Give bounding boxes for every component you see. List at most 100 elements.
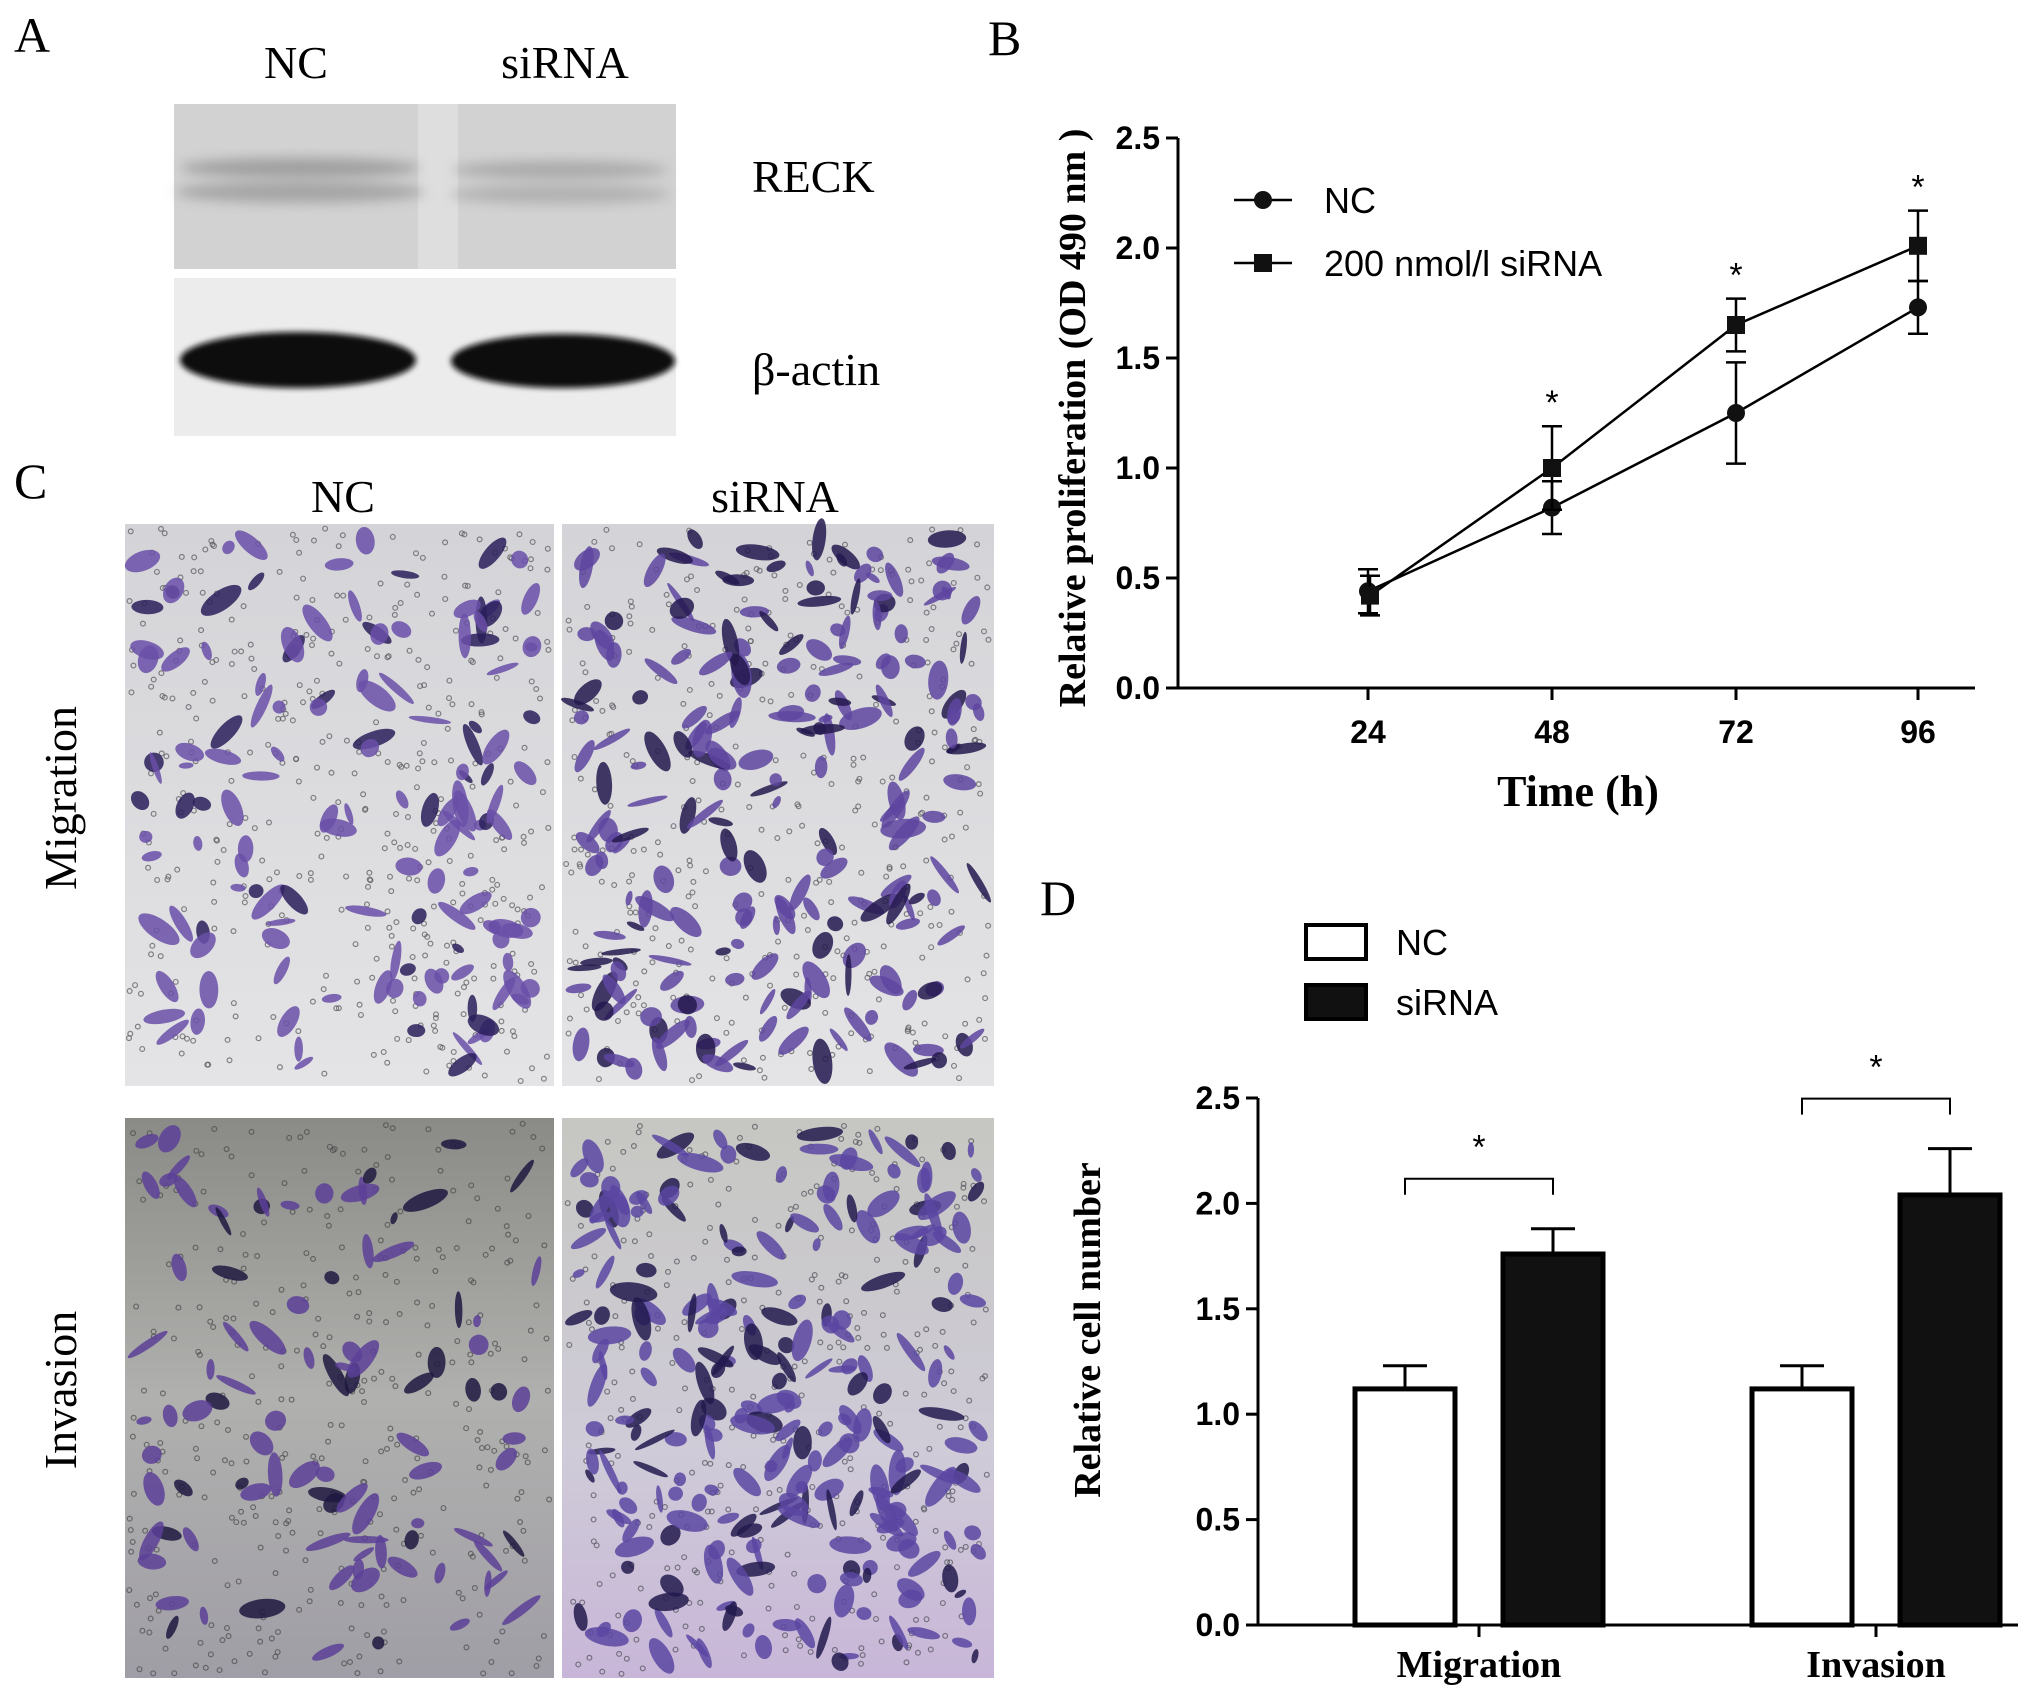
pore-dot	[422, 952, 429, 959]
pore-dot	[750, 1393, 757, 1400]
stained-cell	[352, 1493, 380, 1535]
stained-cell	[130, 640, 164, 660]
pore-dot	[502, 626, 509, 633]
stained-cell	[149, 752, 162, 784]
stained-cell	[574, 739, 595, 773]
stained-cell	[670, 906, 702, 938]
pore-dot	[365, 883, 372, 890]
pore-dot	[948, 1368, 955, 1375]
pore-dot	[852, 807, 859, 814]
pore-dot	[766, 1490, 773, 1497]
pore-dot	[984, 584, 991, 591]
stained-cell	[778, 1337, 795, 1354]
stained-cell	[959, 631, 968, 664]
pore-dot	[477, 917, 484, 924]
stained-cell	[648, 1638, 675, 1674]
pore-dot	[228, 1460, 235, 1467]
pore-dot	[250, 1504, 257, 1511]
pore-dot	[541, 1242, 548, 1249]
pore-dot	[956, 631, 963, 638]
pore-dot	[464, 582, 471, 589]
pore-dot	[817, 1339, 824, 1346]
pore-dot	[297, 1134, 304, 1141]
pore-dot	[745, 625, 752, 632]
stained-cell	[959, 1294, 987, 1308]
pore-dot	[673, 1258, 680, 1265]
pore-dot	[128, 1548, 135, 1555]
pore-dot	[570, 1598, 577, 1605]
micrograph-row-label-migration: Migration	[35, 706, 86, 890]
stained-cell	[847, 1372, 868, 1396]
pore-dot	[838, 603, 845, 610]
pore-dot	[240, 1265, 247, 1272]
pore-dot	[126, 988, 133, 995]
pore-dot	[742, 994, 749, 1001]
pore-dot	[420, 739, 427, 746]
stained-cell	[319, 818, 357, 837]
pore-dot	[533, 1662, 540, 1669]
pore-dot	[356, 1653, 363, 1660]
micrograph-column-label-sirna: siRNA	[711, 471, 839, 522]
pore-dot	[289, 717, 296, 724]
stained-cell	[249, 1320, 287, 1355]
pore-dot	[611, 1379, 618, 1386]
stained-cell	[651, 1134, 689, 1157]
stained-cell	[615, 1415, 635, 1425]
pore-dot	[629, 758, 636, 765]
pore-dot	[850, 755, 857, 762]
stained-cell	[574, 710, 589, 725]
data-point-square	[1361, 586, 1379, 605]
pore-dot	[492, 1340, 499, 1347]
pore-dot	[371, 1375, 378, 1382]
pore-dot	[791, 1570, 798, 1577]
pore-dot	[728, 1019, 735, 1026]
stained-cell	[434, 819, 461, 857]
stained-cell	[839, 1572, 863, 1587]
stained-cell	[823, 713, 836, 756]
pore-dot	[923, 636, 930, 643]
pore-dot	[964, 764, 971, 771]
pore-dot	[909, 1029, 916, 1036]
pore-dot	[604, 1138, 611, 1145]
pore-dot	[211, 1125, 218, 1132]
pore-dot	[190, 1037, 197, 1044]
pore-dot	[493, 837, 500, 844]
pore-dot	[384, 1059, 391, 1066]
pore-dot	[428, 610, 435, 617]
pore-dot	[211, 1557, 218, 1564]
pore-dot	[137, 990, 144, 997]
stained-cell	[686, 799, 723, 829]
pore-dot	[838, 1272, 845, 1279]
pore-dot	[147, 1615, 154, 1622]
pore-dot	[539, 789, 546, 796]
pore-dot	[242, 1251, 249, 1258]
panel-c-letter: C	[14, 453, 47, 509]
pore-dot	[459, 880, 466, 887]
pore-dot	[246, 1650, 253, 1657]
stained-cell	[277, 1006, 300, 1037]
pore-dot	[148, 951, 155, 958]
stained-cell	[175, 742, 205, 762]
pore-dot	[377, 580, 384, 587]
pore-dot	[388, 943, 395, 950]
pore-dot	[406, 875, 413, 882]
pore-dot	[522, 1453, 529, 1460]
pore-dot	[701, 1459, 708, 1466]
pore-dot	[338, 906, 345, 913]
stained-cell	[917, 1191, 956, 1220]
pore-dot	[396, 1311, 403, 1318]
pore-dot	[568, 869, 575, 876]
legend-swatch	[1304, 983, 1368, 1021]
stained-cell	[632, 690, 649, 705]
stained-cell	[390, 1212, 398, 1225]
stained-cell	[742, 1623, 755, 1638]
stained-cell	[720, 1145, 737, 1164]
stained-cell	[251, 884, 286, 920]
pore-dot	[692, 903, 699, 910]
pore-dot	[415, 656, 422, 663]
pore-dot	[261, 1669, 268, 1676]
stained-cell	[971, 1649, 979, 1664]
pore-dot	[654, 1325, 661, 1332]
pore-dot	[252, 1513, 259, 1520]
stained-cell	[832, 655, 862, 666]
